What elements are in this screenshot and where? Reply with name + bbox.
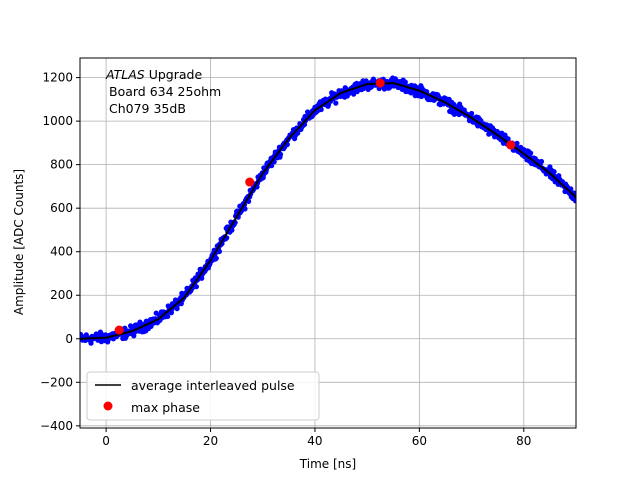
average-pulse-path: [80, 81, 576, 340]
x-tick-label: 40: [307, 434, 322, 448]
sample-point: [242, 206, 248, 212]
max-phase-point: [114, 325, 124, 335]
y-axis: −400 −200 0 200 400 600 800 1000 1200: [40, 71, 80, 433]
max-phase-point: [375, 78, 385, 88]
legend-label-maxphase: max phase: [131, 400, 200, 415]
sample-point: [88, 340, 94, 346]
svg-text:ATLAS Upgrade: ATLAS Upgrade: [105, 67, 202, 82]
y-tick-label: 200: [50, 288, 73, 302]
max-phase-point: [506, 140, 516, 150]
sample-point: [528, 150, 534, 156]
x-tick-label: 60: [412, 434, 427, 448]
y-tick-label: 1200: [42, 71, 73, 85]
y-tick-label: 1000: [42, 114, 73, 128]
annotation-atlas: ATLAS: [105, 67, 145, 82]
max-phase-markers: [114, 78, 516, 335]
sample-point: [469, 110, 475, 117]
y-tick-label: 800: [50, 158, 73, 172]
x-tick-label: 0: [102, 434, 110, 448]
sample-point: [402, 79, 408, 85]
legend: average interleaved pulse max phase: [86, 371, 320, 421]
legend-dot-swatch: [103, 401, 113, 411]
x-axis: 0 20 40 60 80: [102, 428, 531, 448]
x-tick-label: 20: [203, 434, 218, 448]
y-tick-label: 0: [65, 332, 73, 346]
sample-point: [174, 306, 180, 312]
sample-point: [216, 248, 222, 255]
x-tick-label: 80: [516, 434, 531, 448]
sample-point: [538, 158, 545, 165]
annotation-board: Board 634 25ohm: [109, 84, 221, 99]
sample-point: [318, 106, 324, 113]
average-pulse-line: [80, 81, 576, 340]
y-tick-label: −200: [40, 375, 73, 389]
annotation: ATLAS Upgrade Board 634 25ohm Ch079 35dB: [105, 67, 221, 116]
sample-point: [551, 169, 557, 175]
x-axis-label: Time [ns]: [299, 457, 356, 471]
plot-frame: [79, 57, 577, 429]
sample-point: [514, 140, 520, 146]
y-tick-label: 600: [50, 201, 73, 215]
y-axis-label: Amplitude [ADC Counts]: [12, 169, 26, 315]
y-tick-label: 400: [50, 245, 73, 259]
y-tick-label: −400: [40, 419, 73, 433]
sample-point: [165, 313, 171, 319]
legend-label-average: average interleaved pulse: [131, 378, 295, 393]
grid: [80, 58, 576, 428]
sample-point: [418, 93, 425, 100]
sample-point: [199, 275, 205, 281]
sample-point: [213, 255, 219, 261]
sample-point: [193, 284, 199, 290]
max-phase-point: [245, 177, 255, 187]
annotation-channel: Ch079 35dB: [109, 101, 186, 116]
legend-box: [86, 371, 320, 421]
annotation-upgrade: Upgrade: [145, 67, 203, 82]
sample-point: [333, 100, 339, 106]
